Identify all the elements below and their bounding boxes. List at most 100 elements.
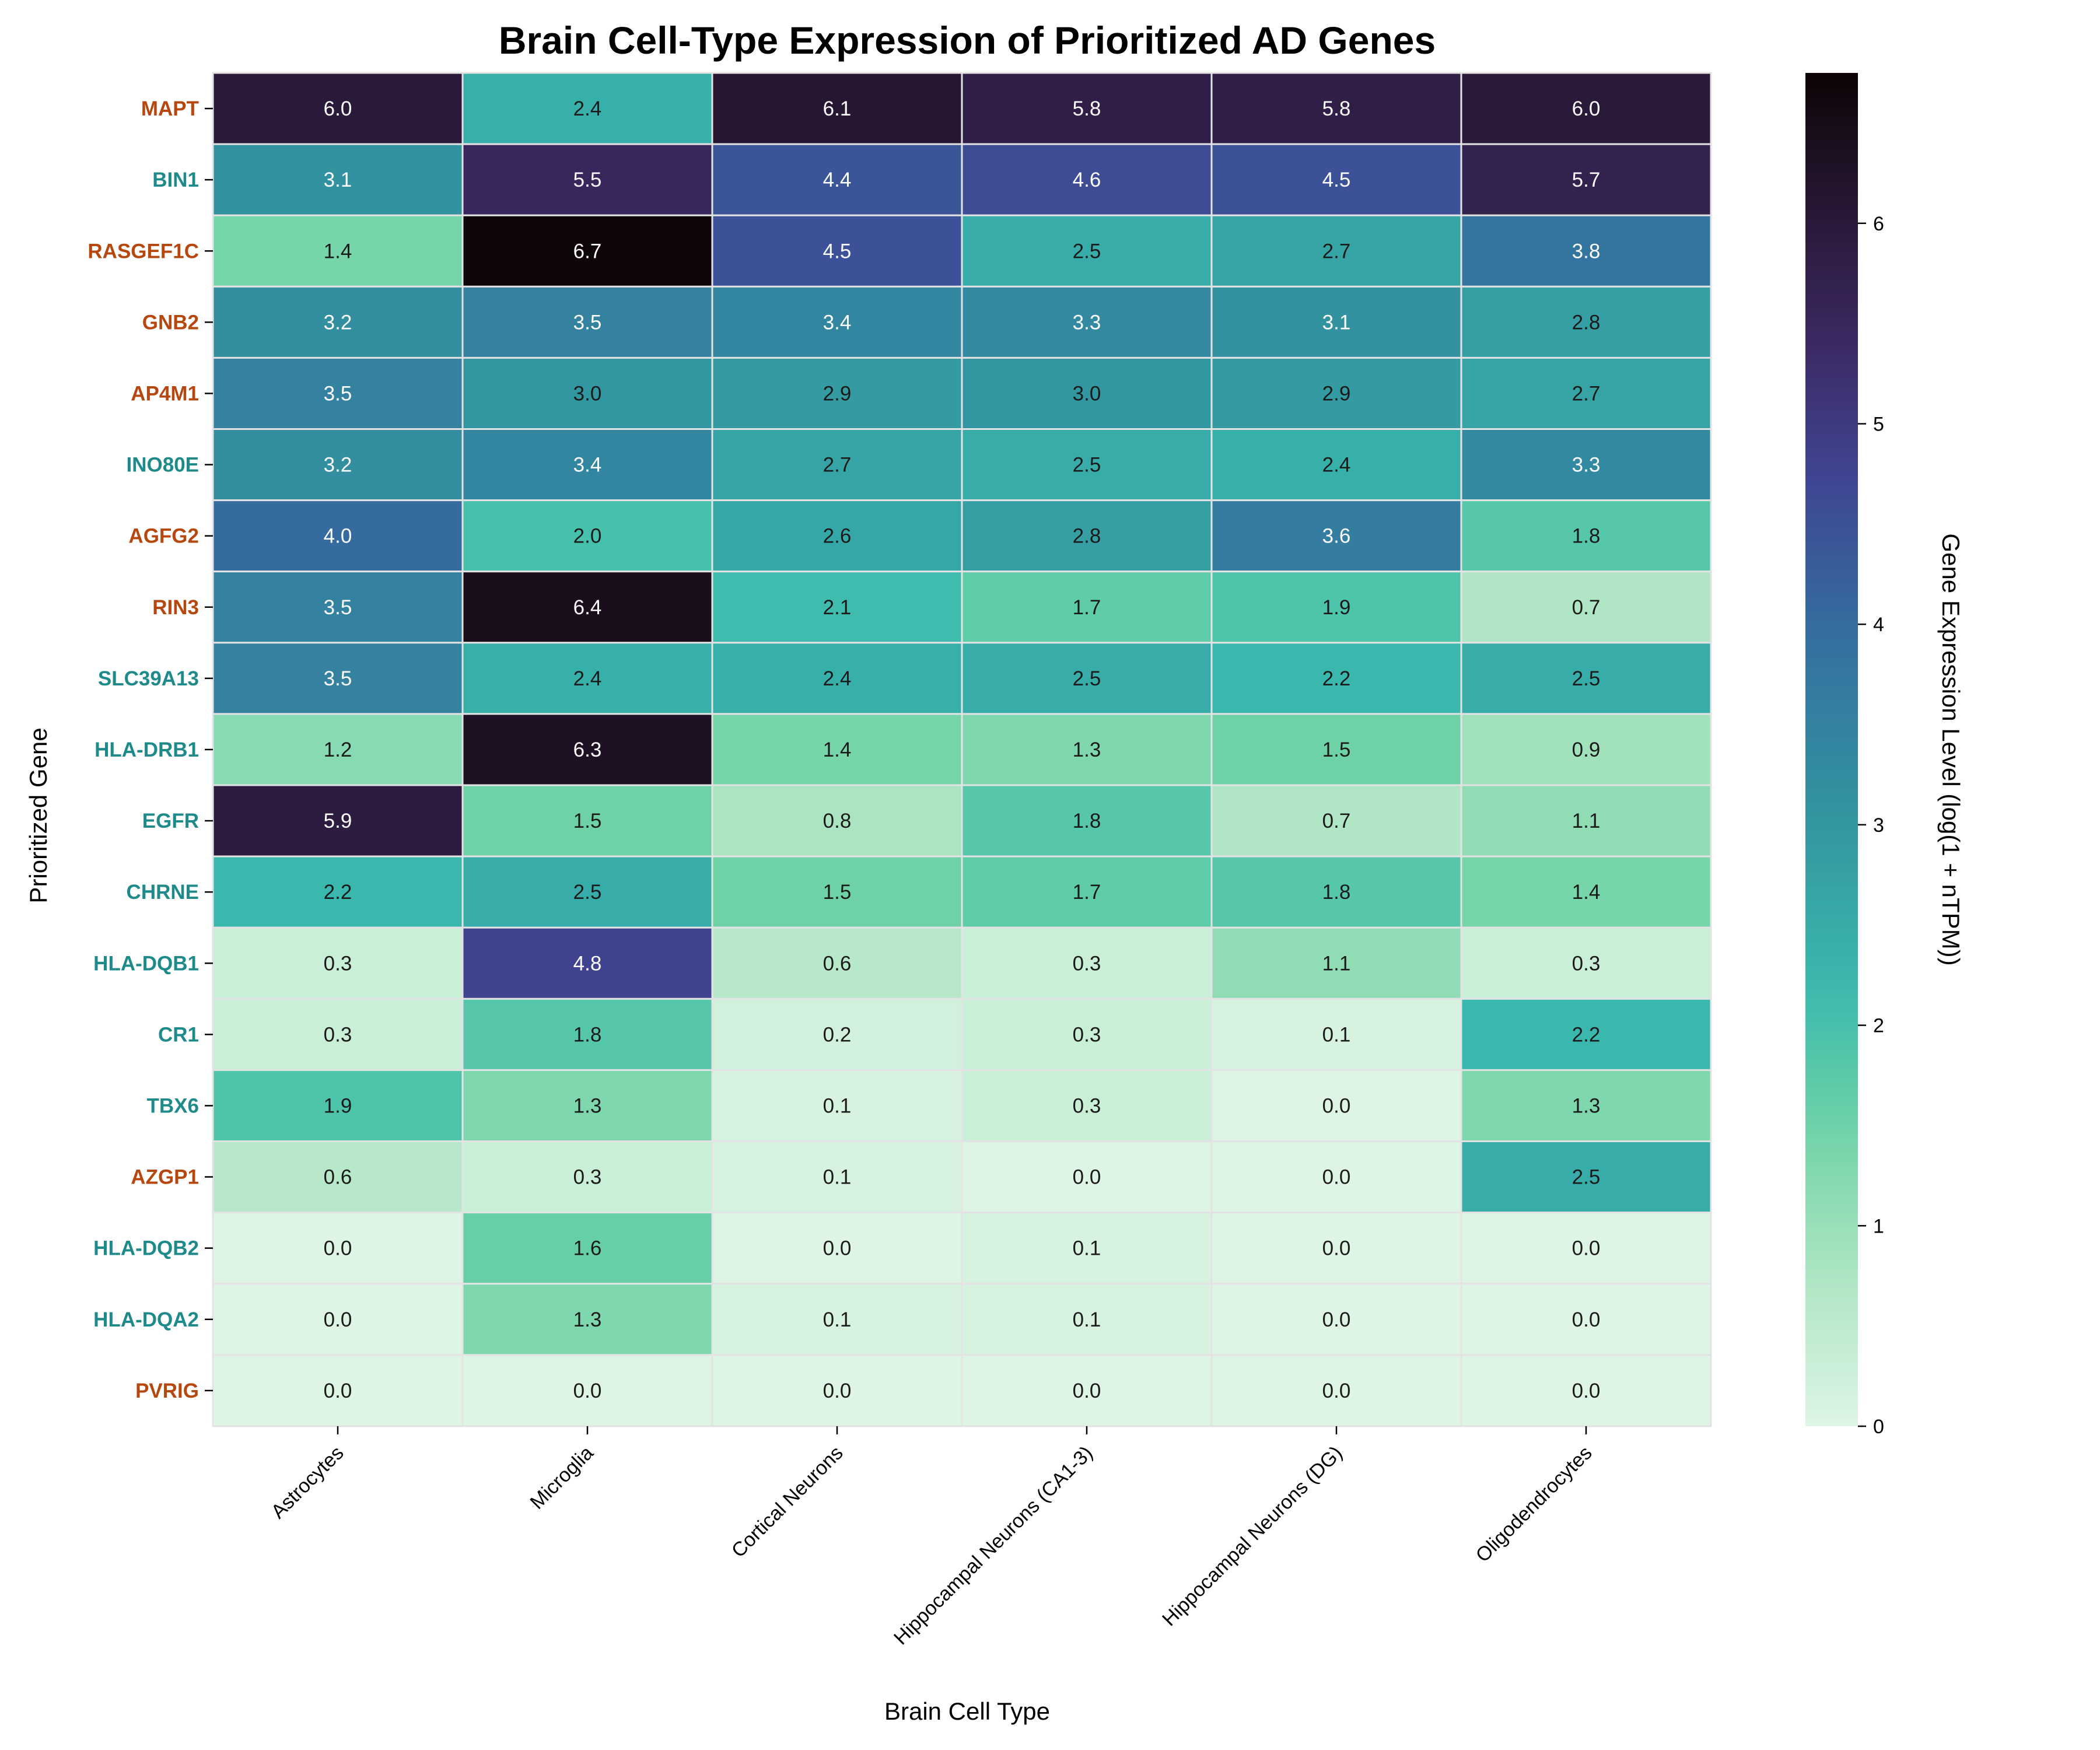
cell-value-label: 3.3 bbox=[1073, 311, 1101, 334]
cell-value-label: 1.4 bbox=[823, 738, 852, 761]
cell-type-label: Cortical Neurons bbox=[727, 1442, 848, 1562]
gene-label: CHRNE bbox=[127, 881, 199, 904]
cell-value-label: 5.5 bbox=[573, 169, 602, 191]
heatmap-cell bbox=[461, 1354, 713, 1427]
heatmap-cell bbox=[961, 570, 1213, 644]
heatmap-cell bbox=[1460, 1212, 1712, 1285]
cell-value-label: 2.4 bbox=[1322, 454, 1351, 477]
heatmap-cell bbox=[1460, 855, 1712, 929]
heatmap-cell bbox=[461, 214, 713, 288]
cell-value-label: 2.8 bbox=[1572, 311, 1601, 334]
colorbar-tick-label: 1 bbox=[1873, 1215, 1884, 1237]
cell-value-label: 0.2 bbox=[823, 1023, 852, 1046]
cell-value-label: 6.3 bbox=[573, 738, 602, 761]
heatmap-cell bbox=[961, 1140, 1213, 1214]
cell-value-label: 0.1 bbox=[823, 1166, 852, 1189]
colorbar-tick-label: 4 bbox=[1873, 614, 1884, 636]
cell-value-label: 0.8 bbox=[823, 810, 852, 832]
cell-value-label: 6.0 bbox=[324, 97, 352, 120]
gene-label: INO80E bbox=[127, 454, 200, 477]
cell-value-label: 0.0 bbox=[324, 1308, 352, 1331]
cell-value-label: 3.4 bbox=[823, 311, 852, 334]
cell-value-label: 2.7 bbox=[1572, 382, 1601, 405]
heatmap-cell bbox=[1460, 784, 1712, 858]
cell-type-tick-labels: Astrocytes Microglia Cortical Neurons Hippo… bbox=[267, 1426, 1597, 1649]
cell-value-label: 3.2 bbox=[324, 454, 352, 477]
cell-value-label: 0.0 bbox=[1322, 1094, 1351, 1117]
gene-label: TBX6 bbox=[147, 1094, 199, 1117]
cell-type-label: Microglia bbox=[526, 1442, 598, 1514]
heatmap-cell bbox=[461, 285, 713, 359]
cell-value-label: 0.0 bbox=[1572, 1237, 1601, 1260]
cell-value-label: 2.4 bbox=[573, 97, 602, 120]
cell-value-label: 0.1 bbox=[823, 1094, 852, 1117]
cell-value-label: 6.7 bbox=[573, 240, 602, 262]
cell-value-label: 2.8 bbox=[1073, 525, 1101, 548]
cell-value-label: 0.0 bbox=[1073, 1166, 1101, 1189]
cell-value-label: 2.5 bbox=[1073, 240, 1101, 262]
heatmap-cell bbox=[461, 1212, 713, 1285]
cell-value-label: 1.7 bbox=[1073, 881, 1101, 904]
heatmap-cell bbox=[1210, 1140, 1462, 1214]
cell-value-label: 3.3 bbox=[1572, 454, 1601, 477]
cell-value-label: 2.4 bbox=[573, 667, 602, 690]
heatmap-cell bbox=[212, 499, 464, 573]
heatmap-cell bbox=[461, 143, 713, 216]
gene-label: CR1 bbox=[158, 1023, 199, 1046]
cell-value-label: 0.9 bbox=[1572, 738, 1601, 761]
cell-value-label: 2.7 bbox=[1322, 240, 1351, 262]
cell-value-label: 3.0 bbox=[1073, 382, 1101, 405]
heatmap-cell bbox=[961, 214, 1213, 288]
heatmap-cell bbox=[212, 1140, 464, 1214]
cell-value-label: 0.3 bbox=[1073, 1023, 1101, 1046]
cell-type-label: Oligodendrocytes bbox=[1472, 1442, 1597, 1567]
cell-type-label: Astrocytes bbox=[267, 1442, 348, 1523]
heatmap-cell bbox=[1210, 642, 1462, 715]
cell-value-label: 1.1 bbox=[1572, 810, 1601, 832]
heatmap-cell bbox=[1460, 356, 1712, 430]
colorbar-label: Gene Expression Level (log(1 + nTPM)) bbox=[1937, 533, 1965, 965]
gene-label: HLA-DQA2 bbox=[93, 1308, 199, 1331]
cell-value-label: 0.3 bbox=[1572, 952, 1601, 975]
heatmap-cell bbox=[212, 285, 464, 359]
heatmap-cell bbox=[212, 1212, 464, 1285]
cell-value-label: 3.2 bbox=[324, 311, 352, 334]
cell-value-label: 0.0 bbox=[324, 1237, 352, 1260]
cell-value-label: 1.4 bbox=[1572, 881, 1601, 904]
colorbar-tick-label: 5 bbox=[1873, 413, 1884, 435]
cell-value-label: 2.5 bbox=[1572, 1166, 1601, 1189]
heatmap-cell bbox=[461, 499, 713, 573]
heatmap-cell bbox=[1210, 356, 1462, 430]
gene-tick-labels: MAPT BIN1 RASGEF1C GNB2 AP4M1 INO80E AGFG2 RIN3… bbox=[88, 97, 213, 1402]
cell-value-label: 1.5 bbox=[573, 810, 602, 832]
heatmap-cell bbox=[1210, 998, 1462, 1071]
cell-value-label: 0.1 bbox=[1073, 1237, 1101, 1260]
heatmap-cell bbox=[1460, 214, 1712, 288]
cell-value-label: 4.4 bbox=[823, 169, 852, 191]
cell-value-label: 3.4 bbox=[573, 454, 602, 477]
heatmap-cell bbox=[961, 356, 1213, 430]
heatmap-cell bbox=[961, 499, 1213, 573]
gene-label: GNB2 bbox=[142, 311, 199, 334]
cell-value-label: 0.1 bbox=[1073, 1308, 1101, 1331]
heatmap-cell bbox=[711, 642, 963, 715]
heatmap-cell bbox=[711, 570, 963, 644]
heatmap-cell bbox=[1460, 1140, 1712, 1214]
gene-label: AP4M1 bbox=[131, 382, 199, 405]
heatmap-cell bbox=[1460, 428, 1712, 502]
heatmap-cell bbox=[961, 855, 1213, 929]
gene-label: AGFG2 bbox=[128, 525, 199, 548]
cell-value-label: 1.7 bbox=[1073, 596, 1101, 619]
cell-value-label: 0.3 bbox=[573, 1166, 602, 1189]
cell-value-label: 3.8 bbox=[1572, 240, 1601, 262]
heatmap-cell bbox=[961, 784, 1213, 858]
heatmap-cell bbox=[1210, 1354, 1462, 1427]
cell-value-label: 3.1 bbox=[324, 169, 352, 191]
heatmap-cell bbox=[961, 926, 1213, 1000]
heatmap-cell bbox=[961, 1354, 1213, 1427]
heatmap-cell bbox=[1460, 998, 1712, 1071]
heatmap-cell bbox=[461, 926, 713, 1000]
heatmap-cell bbox=[1460, 1069, 1712, 1143]
heatmap-cell bbox=[961, 998, 1213, 1071]
